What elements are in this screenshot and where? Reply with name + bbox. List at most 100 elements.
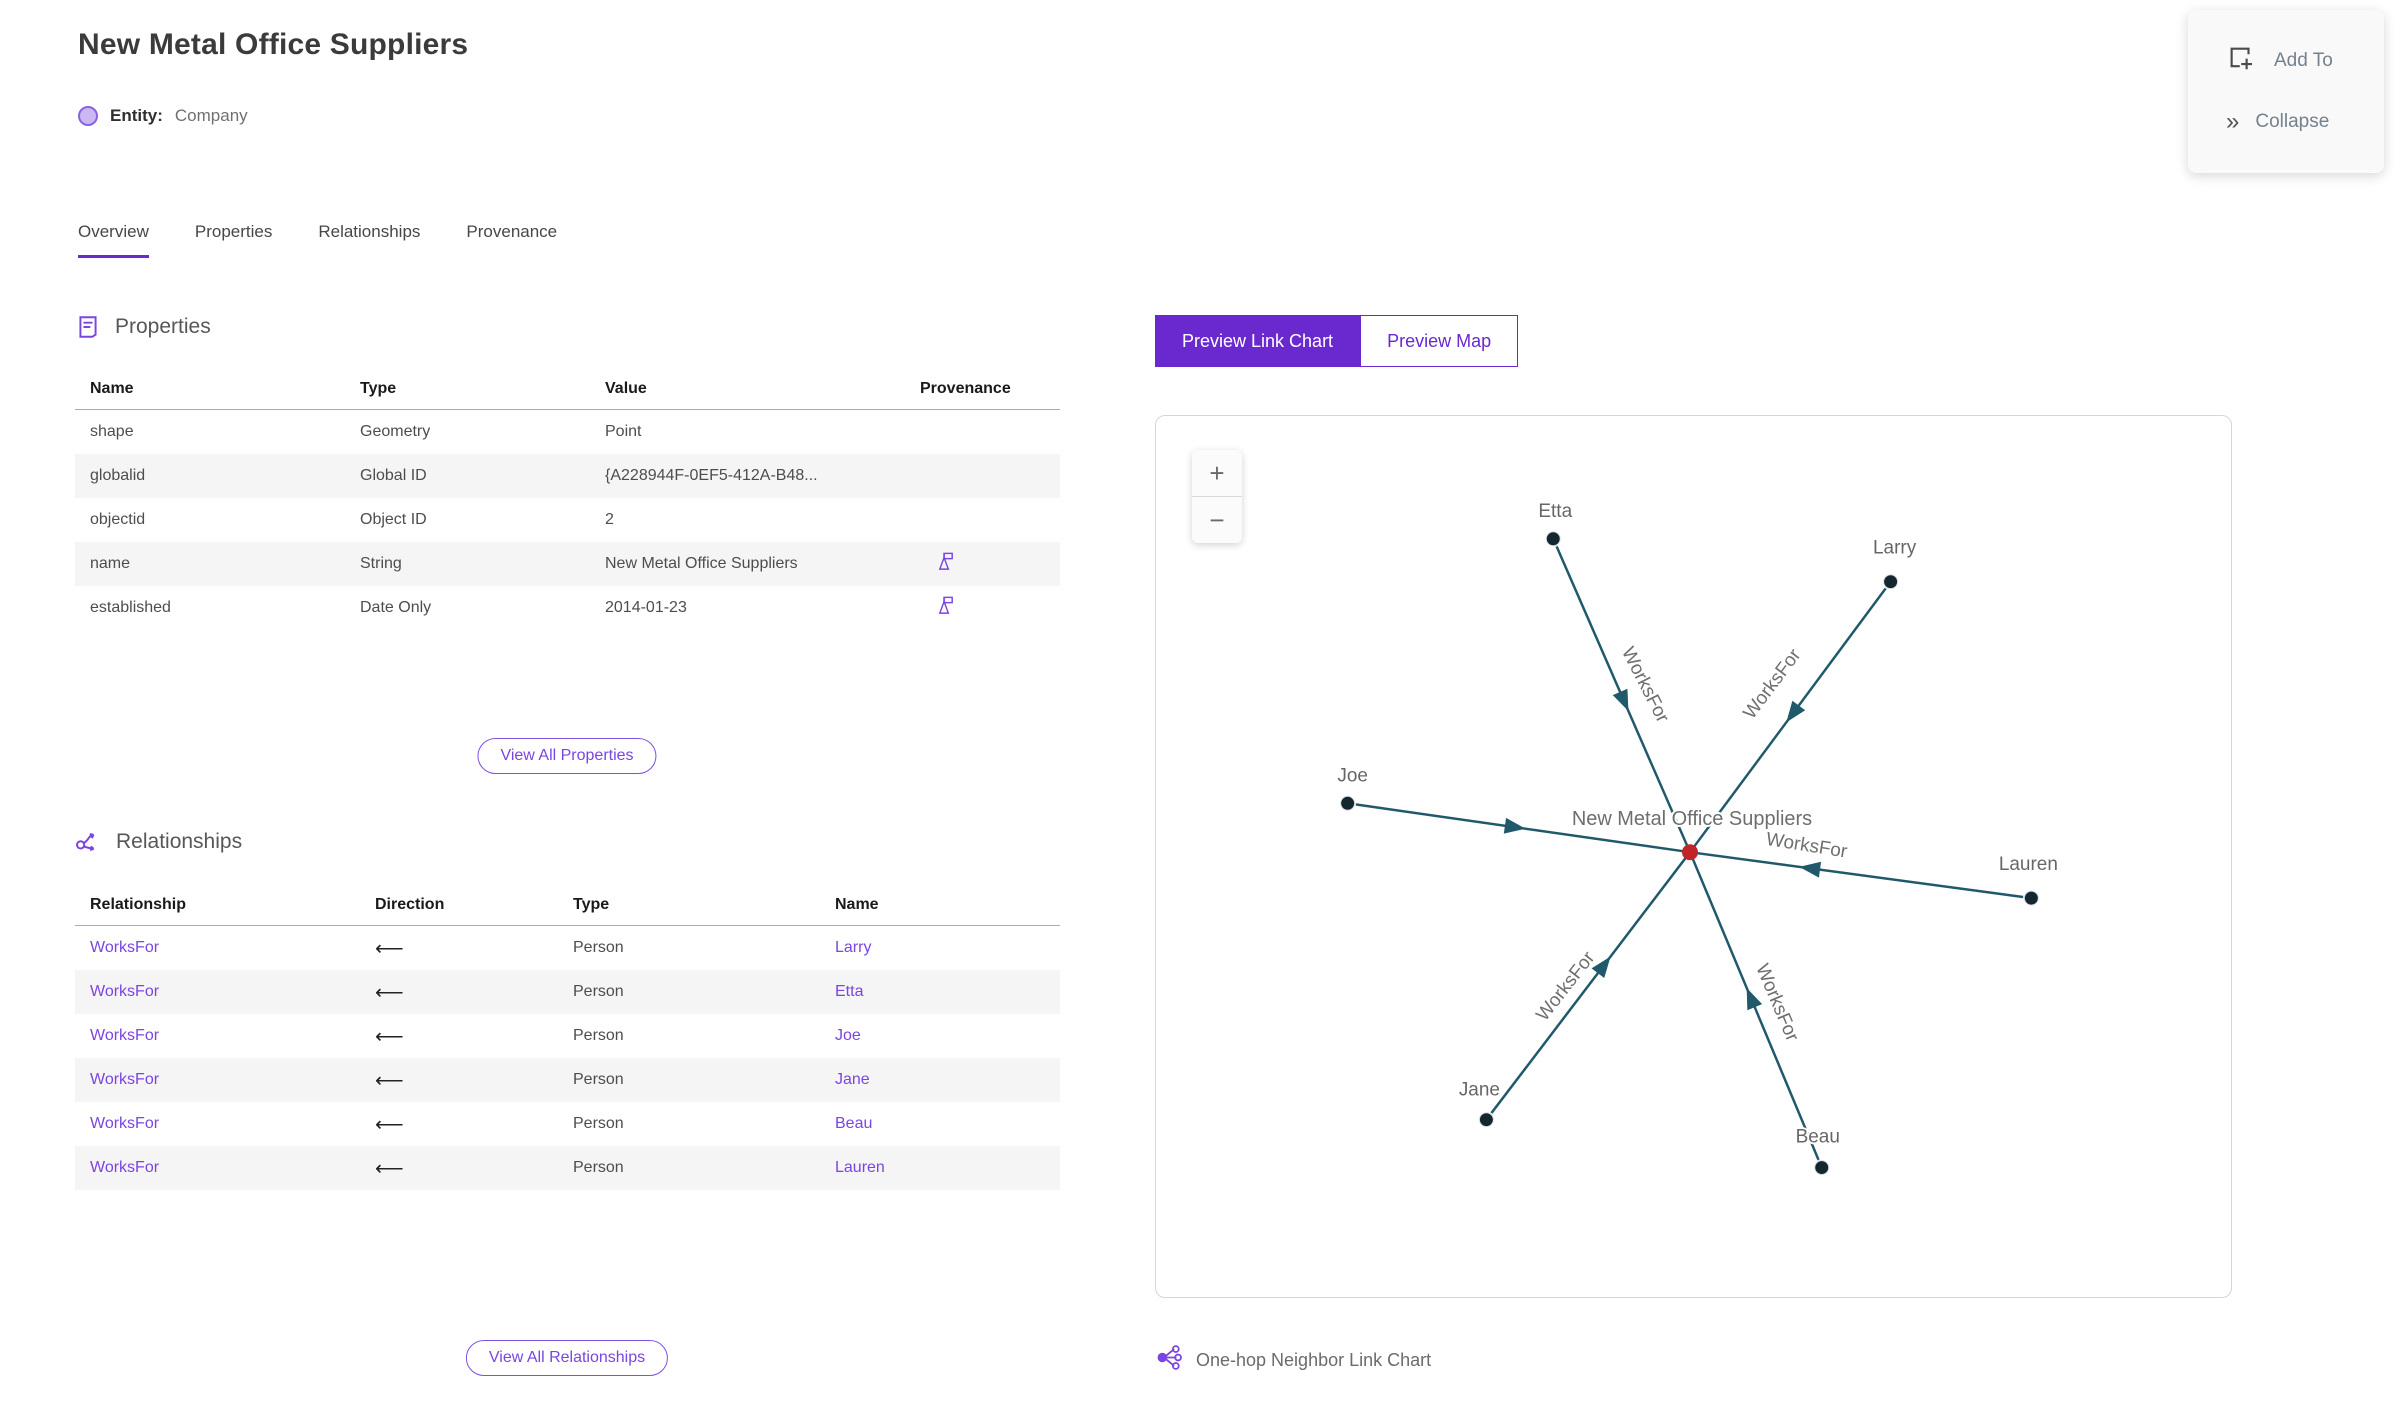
provenance-flag-icon[interactable] xyxy=(905,595,1060,621)
property-type-cell: String xyxy=(360,555,402,572)
chart-node-lauren[interactable] xyxy=(2022,889,2040,907)
column-header: Provenance xyxy=(920,379,1011,397)
edge-label-lauren: WorksFor xyxy=(1765,829,1849,863)
collapse-button[interactable]: » Collapse xyxy=(2226,108,2330,136)
relationship-link[interactable]: WorksFor xyxy=(90,1115,160,1132)
chart-center-node[interactable] xyxy=(1682,844,1698,861)
tab-overview[interactable]: Overview xyxy=(78,222,149,258)
property-value-cell: Point xyxy=(605,423,642,440)
edge-lauren xyxy=(1689,850,2032,900)
provenance-flag-icon[interactable] xyxy=(905,551,1060,577)
related-entity-link[interactable]: Lauren xyxy=(835,1159,885,1176)
property-type-cell: Object ID xyxy=(360,511,427,528)
table-row: WorksFor ⟵ Person Jane xyxy=(75,1058,1060,1102)
chart-node-label-larry: Larry xyxy=(1873,538,1917,559)
chart-node-label-beau: Beau xyxy=(1796,1127,1840,1148)
direction-arrow: ⟵ xyxy=(375,937,404,960)
zoom-divider xyxy=(1192,496,1242,497)
relationship-type-cell: Person xyxy=(573,1027,624,1044)
add-to-button[interactable]: Add To xyxy=(2226,43,2384,79)
chart-caption: One-hop Neighbor Link Chart xyxy=(1155,1344,1431,1376)
relationship-type-cell: Person xyxy=(573,939,624,956)
view-all-relationships-button[interactable]: View All Relationships xyxy=(465,1340,669,1376)
column-header: Type xyxy=(573,895,610,913)
related-entity-link[interactable]: Etta xyxy=(835,983,864,1000)
chart-node-larry[interactable] xyxy=(1882,573,1900,591)
property-value-cell: New Metal Office Suppliers xyxy=(605,555,798,572)
property-name-cell: globalid xyxy=(90,467,146,484)
property-type-cell: Date Only xyxy=(360,599,432,616)
tab-relationships[interactable]: Relationships xyxy=(318,222,421,241)
related-entity-link[interactable]: Joe xyxy=(835,1027,861,1044)
chart-node-etta[interactable] xyxy=(1544,530,1562,548)
link-chart-panel: + − WorksFor WorksFor WorksFor WorksFor Work… xyxy=(1155,415,2232,1298)
property-type-cell: Geometry xyxy=(360,423,431,440)
relationship-type-cell: Person xyxy=(573,1159,624,1176)
entity-type-row: Entity: Company xyxy=(78,106,248,126)
column-header: Type xyxy=(360,379,397,397)
property-name-cell: shape xyxy=(90,423,134,440)
table-row: shape Geometry Point xyxy=(75,410,1060,454)
properties-icon xyxy=(75,314,101,340)
related-entity-link[interactable]: Beau xyxy=(835,1115,873,1132)
collapse-icon: » xyxy=(2226,108,2239,136)
table-row: objectid Object ID 2 xyxy=(75,498,1060,542)
table-row: WorksFor ⟵ Person Etta xyxy=(75,970,1060,1014)
preview-toggle: Preview Link Chart Preview Map xyxy=(1155,315,1519,367)
table-row: established Date Only 2014-01-23 xyxy=(75,586,1060,630)
relationship-link[interactable]: WorksFor xyxy=(90,1159,160,1176)
relationship-link[interactable]: WorksFor xyxy=(90,939,160,956)
column-header: Value xyxy=(605,379,647,397)
relationship-link[interactable]: WorksFor xyxy=(90,1027,160,1044)
property-value-cell: 2 xyxy=(605,511,614,528)
edge-jane xyxy=(1485,851,1691,1121)
relationship-link[interactable]: WorksFor xyxy=(90,1071,160,1088)
chart-center-label: New Metal Office Suppliers xyxy=(1572,808,1812,830)
entity-value: Company xyxy=(174,106,248,125)
chart-node-label-lauren: Lauren xyxy=(1999,854,2058,875)
page-title: New Metal Office Suppliers xyxy=(78,28,469,61)
property-name-cell: objectid xyxy=(90,511,146,528)
relationships-icon xyxy=(75,828,102,855)
property-value-cell: 2014-01-23 xyxy=(605,599,687,616)
table-header-row: Relationship Direction Type Name xyxy=(75,884,1060,926)
table-row: globalid Global ID {A228944F-0EF5-412A-B48… xyxy=(75,454,1060,498)
table-row: name String New Metal Office Suppliers xyxy=(75,542,1060,586)
tab-bar: Overview Properties Relationships Provenanc… xyxy=(78,222,557,258)
entity-type-dot xyxy=(78,106,98,126)
table-row: WorksFor ⟵ Person Lauren xyxy=(75,1146,1060,1190)
zoom-out-button[interactable]: − xyxy=(1192,497,1242,543)
relationship-link[interactable]: WorksFor xyxy=(90,983,160,1000)
direction-arrow: ⟵ xyxy=(375,1069,404,1092)
column-header: Name xyxy=(835,895,879,913)
edge-arrow-etta xyxy=(1612,688,1629,712)
chart-node-beau[interactable] xyxy=(1813,1159,1831,1177)
preview-map-button[interactable]: Preview Map xyxy=(1360,315,1519,367)
properties-section-header: Properties xyxy=(75,314,211,340)
table-row: WorksFor ⟵ Person Larry xyxy=(75,926,1060,970)
chart-node-joe[interactable] xyxy=(1339,794,1357,812)
tab-provenance[interactable]: Provenance xyxy=(466,222,558,241)
tab-properties[interactable]: Properties xyxy=(194,222,273,241)
edge-arrow-lauren xyxy=(1799,861,1822,878)
view-all-properties-button[interactable]: View All Properties xyxy=(477,738,657,774)
properties-section-title: Properties xyxy=(115,315,211,338)
property-name-cell: established xyxy=(90,599,171,616)
direction-arrow: ⟵ xyxy=(375,1157,404,1180)
entity-label: Entity: xyxy=(110,106,163,125)
column-header: Direction xyxy=(375,895,445,913)
direction-arrow: ⟵ xyxy=(375,1113,404,1136)
zoom-in-button[interactable]: + xyxy=(1192,450,1242,496)
chart-caption-text: One-hop Neighbor Link Chart xyxy=(1196,1349,1432,1370)
chart-node-jane[interactable] xyxy=(1477,1111,1495,1129)
property-name-cell: name xyxy=(90,555,131,572)
related-entity-link[interactable]: Larry xyxy=(835,939,872,956)
property-type-cell: Global ID xyxy=(360,467,427,484)
related-entity-link[interactable]: Jane xyxy=(835,1071,870,1088)
preview-link-chart-button[interactable]: Preview Link Chart xyxy=(1155,315,1361,367)
edge-arrow-beau xyxy=(1746,987,1763,1011)
relationship-type-cell: Person xyxy=(573,983,624,1000)
chart-node-label-jane: Jane xyxy=(1459,1080,1500,1101)
edge-arrow-larry xyxy=(1786,700,1806,723)
